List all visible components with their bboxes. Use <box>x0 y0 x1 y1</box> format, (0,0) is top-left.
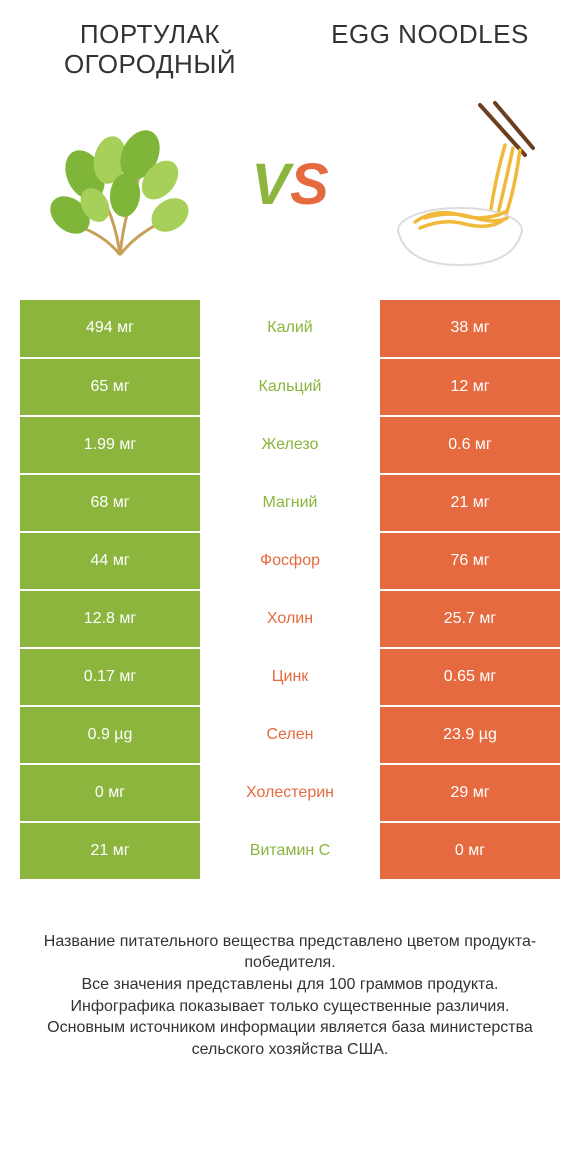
footer-line: Инфографика показывает только существенн… <box>20 996 560 1018</box>
right-value-cell: 76 мг <box>380 532 560 590</box>
right-product-title: EGG NOODLES <box>290 20 570 80</box>
comparison-table: 494 мгКалий38 мг65 мгКальций12 мг1.99 мг… <box>20 300 560 881</box>
left-value-cell: 12.8 мг <box>20 590 200 648</box>
right-value-cell: 23.9 µg <box>380 706 560 764</box>
table-row: 21 мгВитамин C0 мг <box>20 822 560 880</box>
footer-line: Основным источником информации является … <box>20 1017 560 1060</box>
table-row: 0.17 мгЦинк0.65 мг <box>20 648 560 706</box>
right-value-cell: 38 мг <box>380 300 560 358</box>
left-value-cell: 0.9 µg <box>20 706 200 764</box>
left-product-image <box>20 95 220 275</box>
header-row: ПОРТУЛАК ОГОРОДНЫЙ EGG NOODLES <box>0 0 580 80</box>
left-value-cell: 68 мг <box>20 474 200 532</box>
table-row: 12.8 мгХолин25.7 мг <box>20 590 560 648</box>
nutrient-label-cell: Магний <box>200 474 380 532</box>
right-value-cell: 12 мг <box>380 358 560 416</box>
right-value-cell: 0.65 мг <box>380 648 560 706</box>
left-value-cell: 494 мг <box>20 300 200 358</box>
noodles-icon <box>365 100 555 270</box>
nutrient-label-cell: Фосфор <box>200 532 380 590</box>
left-value-cell: 44 мг <box>20 532 200 590</box>
nutrient-label-cell: Калий <box>200 300 380 358</box>
footer-line: Название питательного вещества представл… <box>20 931 560 974</box>
right-value-cell: 0 мг <box>380 822 560 880</box>
left-value-cell: 65 мг <box>20 358 200 416</box>
vs-letter-s: S <box>290 152 329 217</box>
nutrient-label-cell: Железо <box>200 416 380 474</box>
table-row: 44 мгФосфор76 мг <box>20 532 560 590</box>
right-value-cell: 25.7 мг <box>380 590 560 648</box>
vs-letter-v: V <box>251 152 290 217</box>
footer-line: Все значения представлены для 100 граммо… <box>20 974 560 996</box>
images-row: VS <box>0 80 580 300</box>
vs-badge: VS <box>251 156 328 214</box>
nutrient-label-cell: Цинк <box>200 648 380 706</box>
table-row: 494 мгКалий38 мг <box>20 300 560 358</box>
table-row: 0.9 µgСелен23.9 µg <box>20 706 560 764</box>
nutrient-label-cell: Холин <box>200 590 380 648</box>
nutrient-label-cell: Кальций <box>200 358 380 416</box>
right-value-cell: 0.6 мг <box>380 416 560 474</box>
nutrient-label-cell: Витамин C <box>200 822 380 880</box>
comparison-table-body: 494 мгКалий38 мг65 мгКальций12 мг1.99 мг… <box>20 300 560 880</box>
left-product-title: ПОРТУЛАК ОГОРОДНЫЙ <box>10 20 290 80</box>
table-row: 1.99 мгЖелезо0.6 мг <box>20 416 560 474</box>
footer-notes: Название питательного вещества представл… <box>0 931 580 1061</box>
left-value-cell: 21 мг <box>20 822 200 880</box>
left-value-cell: 0.17 мг <box>20 648 200 706</box>
right-value-cell: 29 мг <box>380 764 560 822</box>
nutrient-label-cell: Холестерин <box>200 764 380 822</box>
purslane-icon <box>25 105 215 265</box>
right-product-image <box>360 95 560 275</box>
nutrient-label-cell: Селен <box>200 706 380 764</box>
table-row: 0 мгХолестерин29 мг <box>20 764 560 822</box>
left-value-cell: 1.99 мг <box>20 416 200 474</box>
left-value-cell: 0 мг <box>20 764 200 822</box>
right-value-cell: 21 мг <box>380 474 560 532</box>
table-row: 68 мгМагний21 мг <box>20 474 560 532</box>
table-row: 65 мгКальций12 мг <box>20 358 560 416</box>
